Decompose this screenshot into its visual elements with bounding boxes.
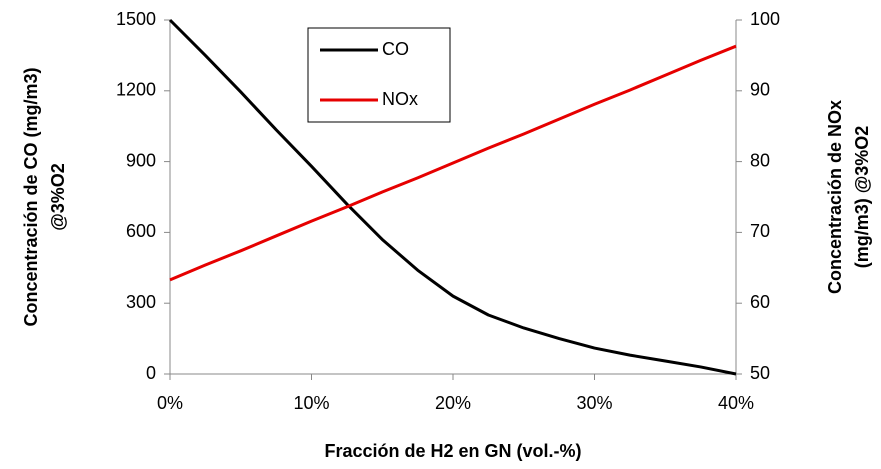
y2-tick-label: 60 (750, 292, 770, 312)
legend-label: NOx (382, 89, 418, 109)
x-tick-label: 10% (293, 393, 329, 413)
x-axis-title: Fracción de H2 en GN (vol.-%) (324, 441, 581, 461)
y2-axis-title-line: (mg/m3) @3%O2 (852, 126, 872, 269)
x-tick-label: 40% (718, 393, 754, 413)
y2-tick-label: 100 (750, 9, 780, 29)
y-tick-label: 300 (126, 292, 156, 312)
y2-tick-label: 70 (750, 221, 770, 241)
y2-axis-title-line: Concentración de NOx (825, 100, 845, 294)
y2-tick-label: 50 (750, 363, 770, 383)
x-tick-label: 0% (157, 393, 183, 413)
x-tick-label: 20% (435, 393, 471, 413)
line-series (169, 44, 737, 282)
y2-tick-label: 80 (750, 150, 770, 170)
y2-tick-label: 90 (750, 80, 770, 100)
y2-axis-title: Concentración de NOx (mg/m3) @3%O2 (825, 100, 872, 294)
y-tick-label: 600 (126, 221, 156, 241)
y-tick-label: 1500 (116, 9, 156, 29)
legend (307, 27, 451, 123)
y-axis-title-line: @3%O2 (48, 163, 68, 231)
y-tick-label: 0 (146, 363, 156, 383)
line-series (168, 18, 737, 376)
y-tick-label: 900 (126, 150, 156, 170)
y-axis-title-line: Concentración de CO (mg/m3) (21, 67, 41, 326)
y-axis-title: Concentración de CO (mg/m3) @3%O2 (21, 67, 68, 326)
legend-label: CO (382, 39, 409, 59)
y-tick-label: 1200 (116, 80, 156, 100)
x-tick-label: 30% (576, 393, 612, 413)
